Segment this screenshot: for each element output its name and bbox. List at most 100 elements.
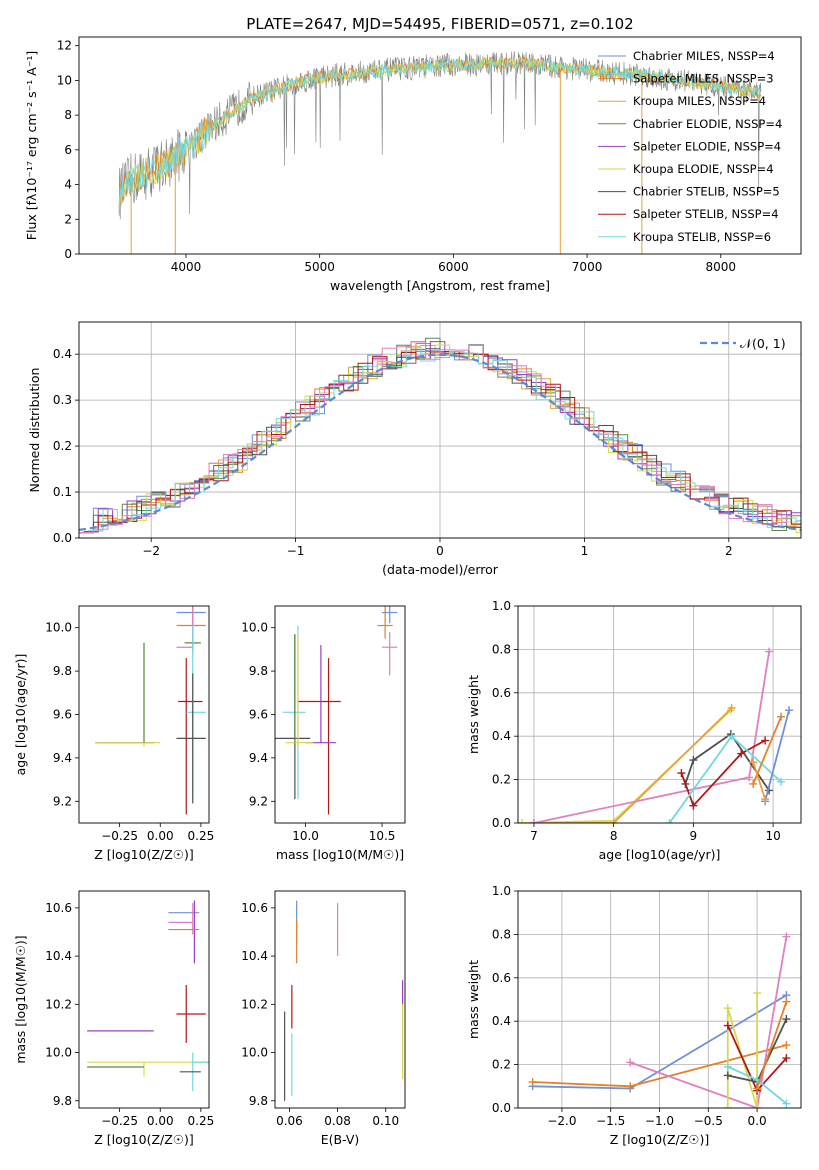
residual-histogram: [88, 345, 801, 532]
weight_vs_age-panel: 7 8 9 10 0.0 0.2 0.4 0.6 0.8 1.0 age [log10(age/yr…: [466, 599, 802, 862]
weight_vs_age-xlabel: age [log10(age/yr)]: [599, 847, 721, 862]
spectrum-title: PLATE=2647, MJD=54495, FIBERID=0571, z=0…: [246, 15, 633, 33]
weight_vs_Z-ytick-label: 0.6: [492, 971, 511, 985]
weight-marker: [626, 1082, 635, 1091]
weight-marker: [723, 1021, 732, 1030]
residuals-xtick-label: −2: [142, 544, 160, 558]
mass_vs_Z-ytick-label: 9.8: [53, 1094, 72, 1108]
age_vs_Z-frame: [78, 605, 210, 824]
spectrum-ytick-label: 0: [64, 247, 72, 261]
residual-histogram: [83, 351, 801, 533]
mass_vs_ebv-ytick-label: 10.2: [241, 997, 268, 1011]
mass_vs_ebv-xtick-label: 0.08: [324, 1114, 351, 1128]
mass_vs_ebv-xlabel: E(B-V): [321, 1132, 360, 1147]
weight_vs_age-xtick-label: 10: [765, 829, 780, 843]
weight-marker: [753, 988, 762, 997]
residual-histogram: [88, 347, 801, 532]
weight_vs_Z-xtick-label: −1.5: [596, 1114, 625, 1128]
weight_vs_Z-ytick-label: 1.0: [492, 884, 511, 898]
weight_vs_Z-xtick-label: −2.0: [547, 1114, 576, 1128]
weight_vs_age-ytick-label: 0.0: [492, 816, 511, 830]
weight-marker: [749, 779, 758, 788]
spectrum-ytick-label: 10: [57, 73, 72, 87]
age_vs_mass-xtick-label: 10.5: [369, 829, 396, 843]
weight-marker: [761, 795, 770, 804]
weight-line: [533, 707, 733, 823]
weight-marker: [761, 736, 770, 745]
legend-label: Chabrier STELIB, NSSP=5: [633, 185, 780, 199]
weight_vs_age-plot-area: [518, 647, 794, 823]
weight_vs_age-xtick-label: 7: [530, 829, 538, 843]
residuals-panel: −2 −1 0 1 2 0.0 0.1 0.2 0.3 0.4 (data-model)/error…: [27, 321, 802, 577]
weight-marker: [727, 703, 736, 712]
age_vs_mass-xlabel: mass [log10(M/M☉)]: [276, 847, 404, 862]
weight-marker: [723, 1062, 732, 1071]
weight_vs_age-ytick-label: 1.0: [492, 599, 511, 613]
weight-marker: [745, 773, 754, 782]
age_vs_Z-xtick-label: 0.25: [188, 829, 215, 843]
weight_vs_age-frame: [517, 605, 802, 824]
weight_vs_age-ytick-label: 0.4: [492, 729, 511, 743]
mass_vs_ebv-ytick-label: 9.8: [249, 1094, 268, 1108]
gaussian-legend-label: 𝒩(0, 1): [740, 336, 786, 351]
mass_vs_Z-ytick-label: 10.0: [45, 1046, 72, 1060]
age_vs_mass-plot-area: [275, 606, 398, 815]
legend-label: Salpeter STELIB, NSSP=4: [633, 207, 779, 221]
age_vs_Z-ylabel: age [log10(age/yr)]: [13, 654, 28, 776]
weight-marker: [677, 769, 686, 778]
mass_vs_ebv-xtick-label: 0.10: [372, 1114, 399, 1128]
age_vs_Z-xtick-label: 0.00: [147, 829, 174, 843]
weight-marker: [765, 647, 774, 656]
residuals-ytick-label: 0.2: [53, 439, 72, 453]
mass_vs_Z-ytick-label: 10.6: [45, 901, 72, 915]
age_vs_Z-ytick-label: 9.2: [53, 794, 72, 808]
weight-marker: [782, 1054, 791, 1063]
spectrum-plot-area: [118, 51, 762, 254]
spectrum-xtick-label: 6000: [438, 260, 469, 274]
spectrum-xtick-label: 4000: [171, 260, 202, 274]
weight-line: [726, 993, 758, 1108]
weight-marker: [518, 819, 526, 823]
mass_vs_ebv-plot-area: [284, 900, 404, 1101]
residuals-frame: [78, 321, 802, 539]
weight_vs_Z-xlabel: Z [log10(Z/Z☉)]: [610, 1132, 710, 1147]
gaussian-curve: [79, 353, 801, 531]
mass_vs_Z-ytick-label: 10.2: [45, 997, 72, 1011]
weight-marker: [785, 706, 794, 715]
spectrum-xlabel: wavelength [Angstrom, rest frame]: [330, 278, 550, 293]
weight-marker: [737, 749, 746, 758]
residuals-plot-area: [79, 337, 801, 534]
residual-histogram: [83, 341, 801, 533]
weight_vs_Z-xtick-label: −1.0: [645, 1114, 674, 1128]
mass_vs_Z-ytick-label: 10.4: [45, 949, 72, 963]
residuals-xtick-label: 0: [436, 544, 444, 558]
weight-line: [756, 1001, 788, 1089]
residuals-xtick-label: 1: [581, 544, 589, 558]
weight_vs_age-ytick-label: 0.8: [492, 642, 511, 656]
spectrum-ytick-label: 4: [64, 178, 72, 192]
age_vs_mass-ytick-label: 10.0: [241, 621, 268, 635]
weight-marker: [689, 801, 698, 810]
age_vs_mass-panel: 10.0 10.5 9.2 9.4 9.6 9.8 10.0 mass [log10(M/M☉…: [241, 605, 406, 862]
age_vs_mass-frame: [274, 605, 406, 824]
model-spectrum-line: [118, 57, 762, 209]
age_vs_Z-ytick-label: 10.0: [45, 621, 72, 635]
mass_vs_Z-xtick-label: −0.25: [101, 1114, 138, 1128]
age_vs_Z-plot-area: [95, 606, 206, 815]
mass_vs_ebv-frame: [274, 890, 406, 1109]
weight-line: [764, 709, 790, 802]
spectrum-ytick-label: 12: [57, 39, 72, 53]
age_vs_mass-xtick-label: 10.0: [292, 829, 319, 843]
age_vs_Z-panel: −0.25 0.00 0.25 9.2 9.4 9.6 9.8 10.0 Z [log10(Z/…: [13, 605, 215, 862]
age_vs_Z-ytick-label: 9.8: [53, 664, 72, 678]
residuals-xtick-label: 2: [725, 544, 733, 558]
legend-label: Kroupa MILES, NSSP=4: [633, 94, 766, 108]
weight_vs_Z-ytick-label: 0.2: [492, 1058, 511, 1072]
legend-label: Salpeter MILES, NSSP=3: [633, 72, 774, 86]
spectrum-xtick-label: 8000: [706, 260, 737, 274]
mass_vs_Z-plot-area: [87, 900, 209, 1092]
weight-marker: [723, 1004, 732, 1013]
residuals-ytick-label: 0.4: [53, 347, 72, 361]
weight_vs_Z-xtick-label: −0.5: [694, 1114, 723, 1128]
model-spectrum-line: [118, 56, 761, 209]
